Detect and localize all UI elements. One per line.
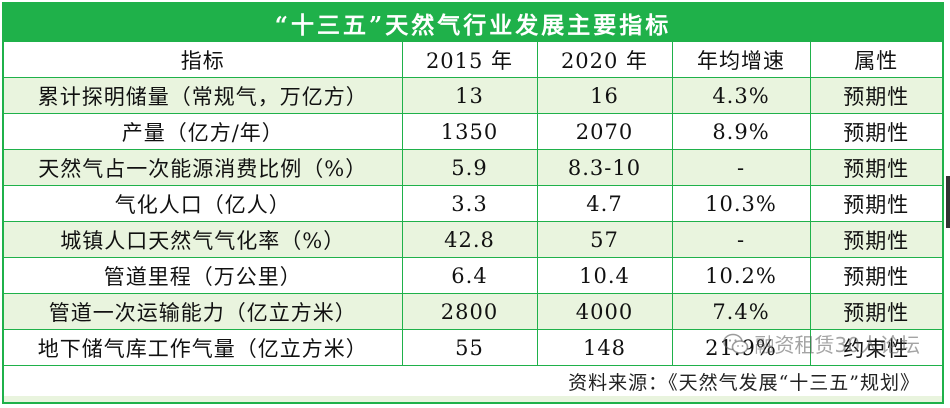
source-note: 资料来源：《天然气发展“十三五”规划》 <box>4 366 942 396</box>
cell-2015: 3.3 <box>401 185 538 222</box>
header-growth: 年均增速 <box>671 42 811 78</box>
data-table: 指标 2015 年 2020 年 年均增速 属性 累计探明储量（常规气，万亿方）… <box>4 42 942 366</box>
cell-2020: 148 <box>536 329 673 366</box>
cell-2020: 8.3-10 <box>536 149 673 186</box>
cell-2020: 57 <box>536 221 673 258</box>
cell-2015: 42.8 <box>401 221 538 258</box>
cell-indicator: 地下储气库工作气量（亿立方米） <box>4 329 403 366</box>
table-row: 天然气占一次能源消费比例（%） 5.9 8.3-10 - 预期性 <box>4 149 942 186</box>
cell-indicator: 天然气占一次能源消费比例（%） <box>4 149 403 186</box>
header-2020: 2020 年 <box>536 42 673 78</box>
cell-attribute: 预期性 <box>809 149 942 186</box>
cell-growth: 8.9% <box>671 113 811 150</box>
cell-growth: - <box>671 221 811 258</box>
table-row: 管道里程（万公里） 6.4 10.4 10.2% 预期性 <box>4 257 942 294</box>
cell-growth: - <box>671 149 811 186</box>
table-row: 地下储气库工作气量（亿立方米） 55 148 21.9% 约束性 <box>4 329 942 366</box>
cell-growth: 10.2% <box>671 257 811 294</box>
table-row: 产量（亿方/年） 1350 2070 8.9% 预期性 <box>4 113 942 150</box>
cell-attribute: 预期性 <box>809 185 942 222</box>
cell-indicator: 管道一次运输能力（亿立方米） <box>4 293 403 330</box>
cell-attribute: 预期性 <box>809 77 942 114</box>
header-indicator: 指标 <box>4 42 403 78</box>
table-row: 累计探明储量（常规气，万亿方） 13 16 4.3% 预期性 <box>4 77 942 114</box>
cell-indicator: 管道里程（万公里） <box>4 257 403 294</box>
cell-attribute: 预期性 <box>809 113 942 150</box>
table-row: 气化人口（亿人） 3.3 4.7 10.3% 预期性 <box>4 185 942 222</box>
header-attribute: 属性 <box>809 42 942 78</box>
cell-attribute: 预期性 <box>809 221 942 258</box>
cell-2015: 13 <box>401 77 538 114</box>
table-row: 管道一次运输能力（亿立方米） 2800 4000 7.4% 预期性 <box>4 293 942 330</box>
cell-2015: 55 <box>401 329 538 366</box>
cell-indicator: 累计探明储量（常规气，万亿方） <box>4 77 403 114</box>
cell-2020: 4000 <box>536 293 673 330</box>
cell-2020: 16 <box>536 77 673 114</box>
cell-indicator: 产量（亿方/年） <box>4 113 403 150</box>
cell-indicator: 气化人口（亿人） <box>4 185 403 222</box>
cell-2015: 1350 <box>401 113 538 150</box>
cell-indicator: 城镇人口天然气气化率（%） <box>4 221 403 258</box>
cell-2015: 2800 <box>401 293 538 330</box>
header-2015: 2015 年 <box>401 42 538 78</box>
cell-2015: 6.4 <box>401 257 538 294</box>
table-row: 城镇人口天然气气化率（%） 42.8 57 - 预期性 <box>4 221 942 258</box>
table-title: “十三五”天然气行业发展主要指标 <box>4 4 942 42</box>
scroll-indicator <box>946 176 950 228</box>
cell-growth: 4.3% <box>671 77 811 114</box>
cell-growth: 21.9% <box>671 329 811 366</box>
cell-2020: 4.7 <box>536 185 673 222</box>
cell-2015: 5.9 <box>401 149 538 186</box>
cell-growth: 7.4% <box>671 293 811 330</box>
cell-attribute: 预期性 <box>809 257 942 294</box>
cell-attribute: 预期性 <box>809 293 942 330</box>
header-row: 指标 2015 年 2020 年 年均增速 属性 <box>4 42 942 78</box>
cell-growth: 10.3% <box>671 185 811 222</box>
cell-attribute: 约束性 <box>809 329 942 366</box>
cell-2020: 2070 <box>536 113 673 150</box>
cell-2020: 10.4 <box>536 257 673 294</box>
indicator-table: “十三五”天然气行业发展主要指标 指标 2015 年 2020 年 年均增速 属… <box>2 2 944 404</box>
